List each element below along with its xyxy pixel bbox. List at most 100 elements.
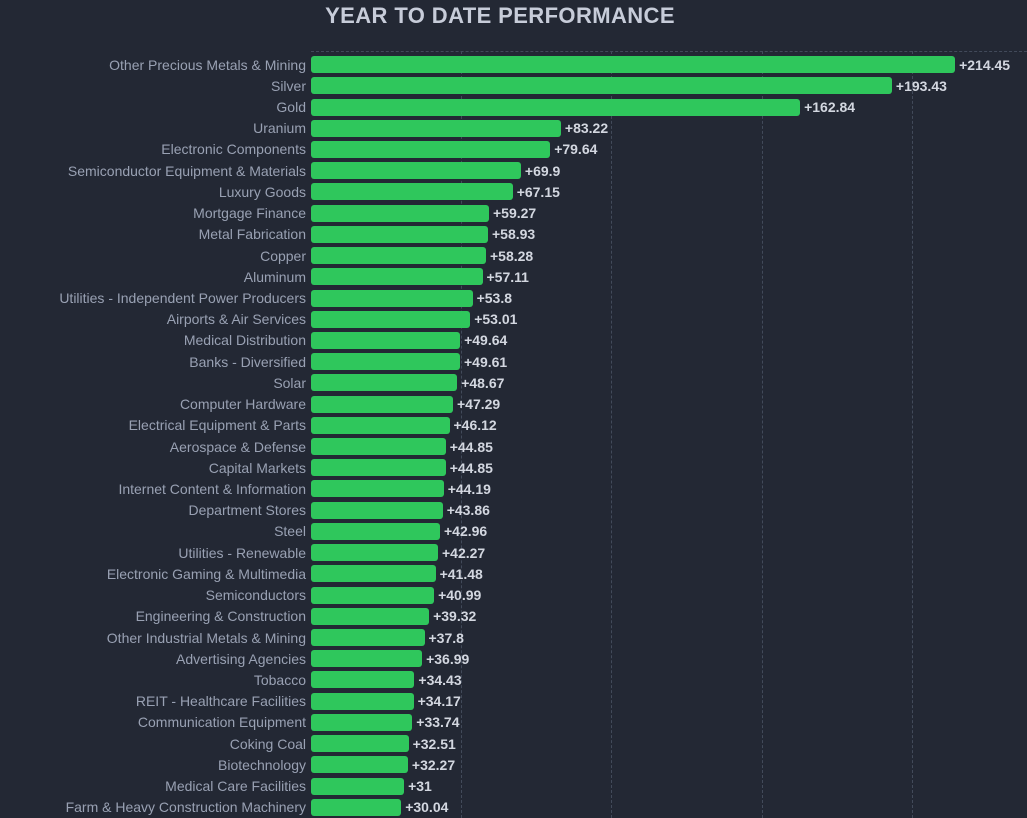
bar-track: +44.85 bbox=[311, 436, 1027, 457]
bar-value: +53.8 bbox=[476, 290, 513, 307]
bar-row: Medical Distribution +49.64 bbox=[0, 330, 1027, 351]
bar-row: Other Industrial Metals & Mining +37.8 bbox=[0, 627, 1027, 648]
bar-value: +58.28 bbox=[490, 247, 534, 264]
bar-value: +40.99 bbox=[438, 587, 482, 604]
bar-value: +193.43 bbox=[895, 77, 947, 94]
bar[interactable] bbox=[311, 98, 801, 116]
bar[interactable] bbox=[311, 353, 460, 371]
bar[interactable] bbox=[311, 204, 489, 222]
bar-label: Aluminum bbox=[243, 268, 306, 285]
bar-value: +44.19 bbox=[447, 480, 491, 497]
bar[interactable] bbox=[311, 544, 438, 562]
bar[interactable] bbox=[311, 183, 513, 201]
bar-row: Medical Care Facilities +31 bbox=[0, 775, 1027, 796]
bar[interactable] bbox=[311, 565, 436, 583]
bar-track: +47.29 bbox=[311, 394, 1027, 415]
bar[interactable] bbox=[311, 459, 446, 477]
bar-row: Tobacco +34.43 bbox=[0, 669, 1027, 690]
bar-row: Computer Hardware +47.29 bbox=[0, 394, 1027, 415]
bar-value: +36.99 bbox=[426, 650, 470, 667]
bar[interactable] bbox=[311, 713, 413, 731]
bar-label: Communication Equipment bbox=[137, 714, 306, 731]
bar-row: Semiconductor Equipment & Materials +69.… bbox=[0, 160, 1027, 181]
bar[interactable] bbox=[311, 119, 561, 137]
bar[interactable] bbox=[311, 798, 402, 816]
bar[interactable] bbox=[311, 140, 551, 158]
bar[interactable] bbox=[311, 586, 435, 604]
bar[interactable] bbox=[311, 629, 425, 647]
plot-top-gridline bbox=[311, 51, 1027, 52]
bar[interactable] bbox=[311, 438, 446, 456]
bar-track: +67.15 bbox=[311, 181, 1027, 202]
bar-row: Luxury Goods +67.15 bbox=[0, 181, 1027, 202]
bar[interactable] bbox=[311, 501, 443, 519]
bar-label: Semiconductor Equipment & Materials bbox=[67, 162, 306, 179]
bar-label: Advertising Agencies bbox=[176, 650, 306, 667]
bar[interactable] bbox=[311, 756, 408, 774]
bar-row: Engineering & Construction +39.32 bbox=[0, 606, 1027, 627]
bar-track: +41.48 bbox=[311, 563, 1027, 584]
bar-row: Uranium +83.22 bbox=[0, 118, 1027, 139]
bar[interactable] bbox=[311, 247, 486, 265]
bar-value: +49.64 bbox=[464, 332, 508, 349]
bar[interactable] bbox=[311, 331, 461, 349]
bar-value: +44.85 bbox=[449, 459, 493, 476]
bar[interactable] bbox=[311, 777, 405, 795]
bar[interactable] bbox=[311, 735, 409, 753]
bar-value: +31 bbox=[408, 778, 432, 795]
bar[interactable] bbox=[311, 162, 521, 180]
bar-label: Engineering & Construction bbox=[135, 608, 306, 625]
bar-label: Airports & Air Services bbox=[166, 311, 306, 328]
bar-row: Semiconductors +40.99 bbox=[0, 584, 1027, 605]
bar-label: Department Stores bbox=[188, 502, 307, 519]
bar[interactable] bbox=[311, 416, 450, 434]
gridline-100 bbox=[611, 51, 613, 818]
bar-row: Internet Content & Information +44.19 bbox=[0, 478, 1027, 499]
bar[interactable] bbox=[311, 671, 415, 689]
bar-label: Internet Content & Information bbox=[118, 480, 306, 497]
bar-row: Solar +48.67 bbox=[0, 372, 1027, 393]
bar[interactable] bbox=[311, 692, 414, 710]
bar-label: Metal Fabrication bbox=[198, 226, 306, 243]
bar-row: Copper +58.28 bbox=[0, 245, 1027, 266]
bar-row: Metal Fabrication +58.93 bbox=[0, 224, 1027, 245]
bar-track: +53.01 bbox=[311, 309, 1027, 330]
bar-track: +162.84 bbox=[311, 96, 1027, 117]
bar[interactable] bbox=[311, 225, 488, 243]
bar[interactable] bbox=[311, 310, 471, 328]
bar-value: +39.32 bbox=[433, 608, 477, 625]
bar-track: +59.27 bbox=[311, 203, 1027, 224]
bar-value: +37.8 bbox=[428, 629, 464, 646]
bar[interactable] bbox=[311, 480, 444, 498]
bar[interactable] bbox=[311, 268, 483, 286]
bar[interactable] bbox=[311, 374, 458, 392]
bar-value: +53.01 bbox=[474, 311, 518, 328]
bar-row: Utilities - Renewable +42.27 bbox=[0, 542, 1027, 563]
bar[interactable] bbox=[311, 607, 430, 625]
bar[interactable] bbox=[311, 56, 956, 74]
chart-title: YEAR TO DATE PERFORMANCE bbox=[325, 3, 675, 28]
bar-track: +58.28 bbox=[311, 245, 1027, 266]
bar-row: Coking Coal +32.51 bbox=[0, 733, 1027, 754]
bar-value: +32.51 bbox=[412, 735, 456, 752]
bar[interactable] bbox=[311, 289, 473, 307]
bar-row: Capital Markets +44.85 bbox=[0, 457, 1027, 478]
bar-track: +43.86 bbox=[311, 500, 1027, 521]
bar-track: +58.93 bbox=[311, 224, 1027, 245]
bar-track: +31 bbox=[311, 775, 1027, 796]
bar-row: REIT - Healthcare Facilities +34.17 bbox=[0, 691, 1027, 712]
bar-track: +36.99 bbox=[311, 648, 1027, 669]
bar[interactable] bbox=[311, 522, 440, 540]
bar[interactable] bbox=[311, 650, 423, 668]
bar-track: +40.99 bbox=[311, 584, 1027, 605]
bar-row: Airports & Air Services +53.01 bbox=[0, 309, 1027, 330]
bar-value: +43.86 bbox=[446, 502, 490, 519]
bar[interactable] bbox=[311, 395, 453, 413]
bar-row: Silver +193.43 bbox=[0, 75, 1027, 96]
bar-row: Biotechnology +32.27 bbox=[0, 754, 1027, 775]
bar-row: Gold +162.84 bbox=[0, 96, 1027, 117]
bar-label: Farm & Heavy Construction Machinery bbox=[65, 799, 306, 816]
bar[interactable] bbox=[311, 77, 892, 95]
bar-track: +53.8 bbox=[311, 287, 1027, 308]
bar-value: +79.64 bbox=[554, 141, 598, 158]
